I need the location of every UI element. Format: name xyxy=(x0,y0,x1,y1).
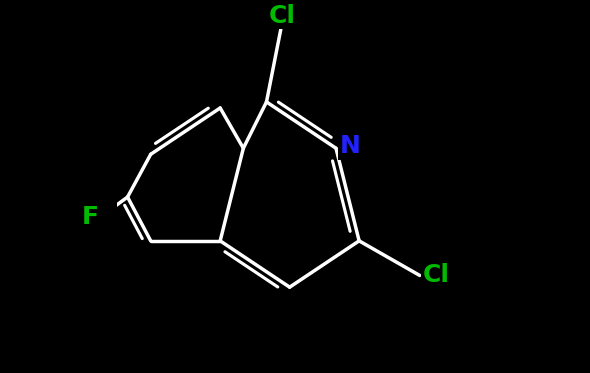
Text: Cl: Cl xyxy=(269,4,296,28)
Text: N: N xyxy=(339,134,360,159)
Text: F: F xyxy=(82,205,99,229)
Text: Cl: Cl xyxy=(422,263,450,288)
